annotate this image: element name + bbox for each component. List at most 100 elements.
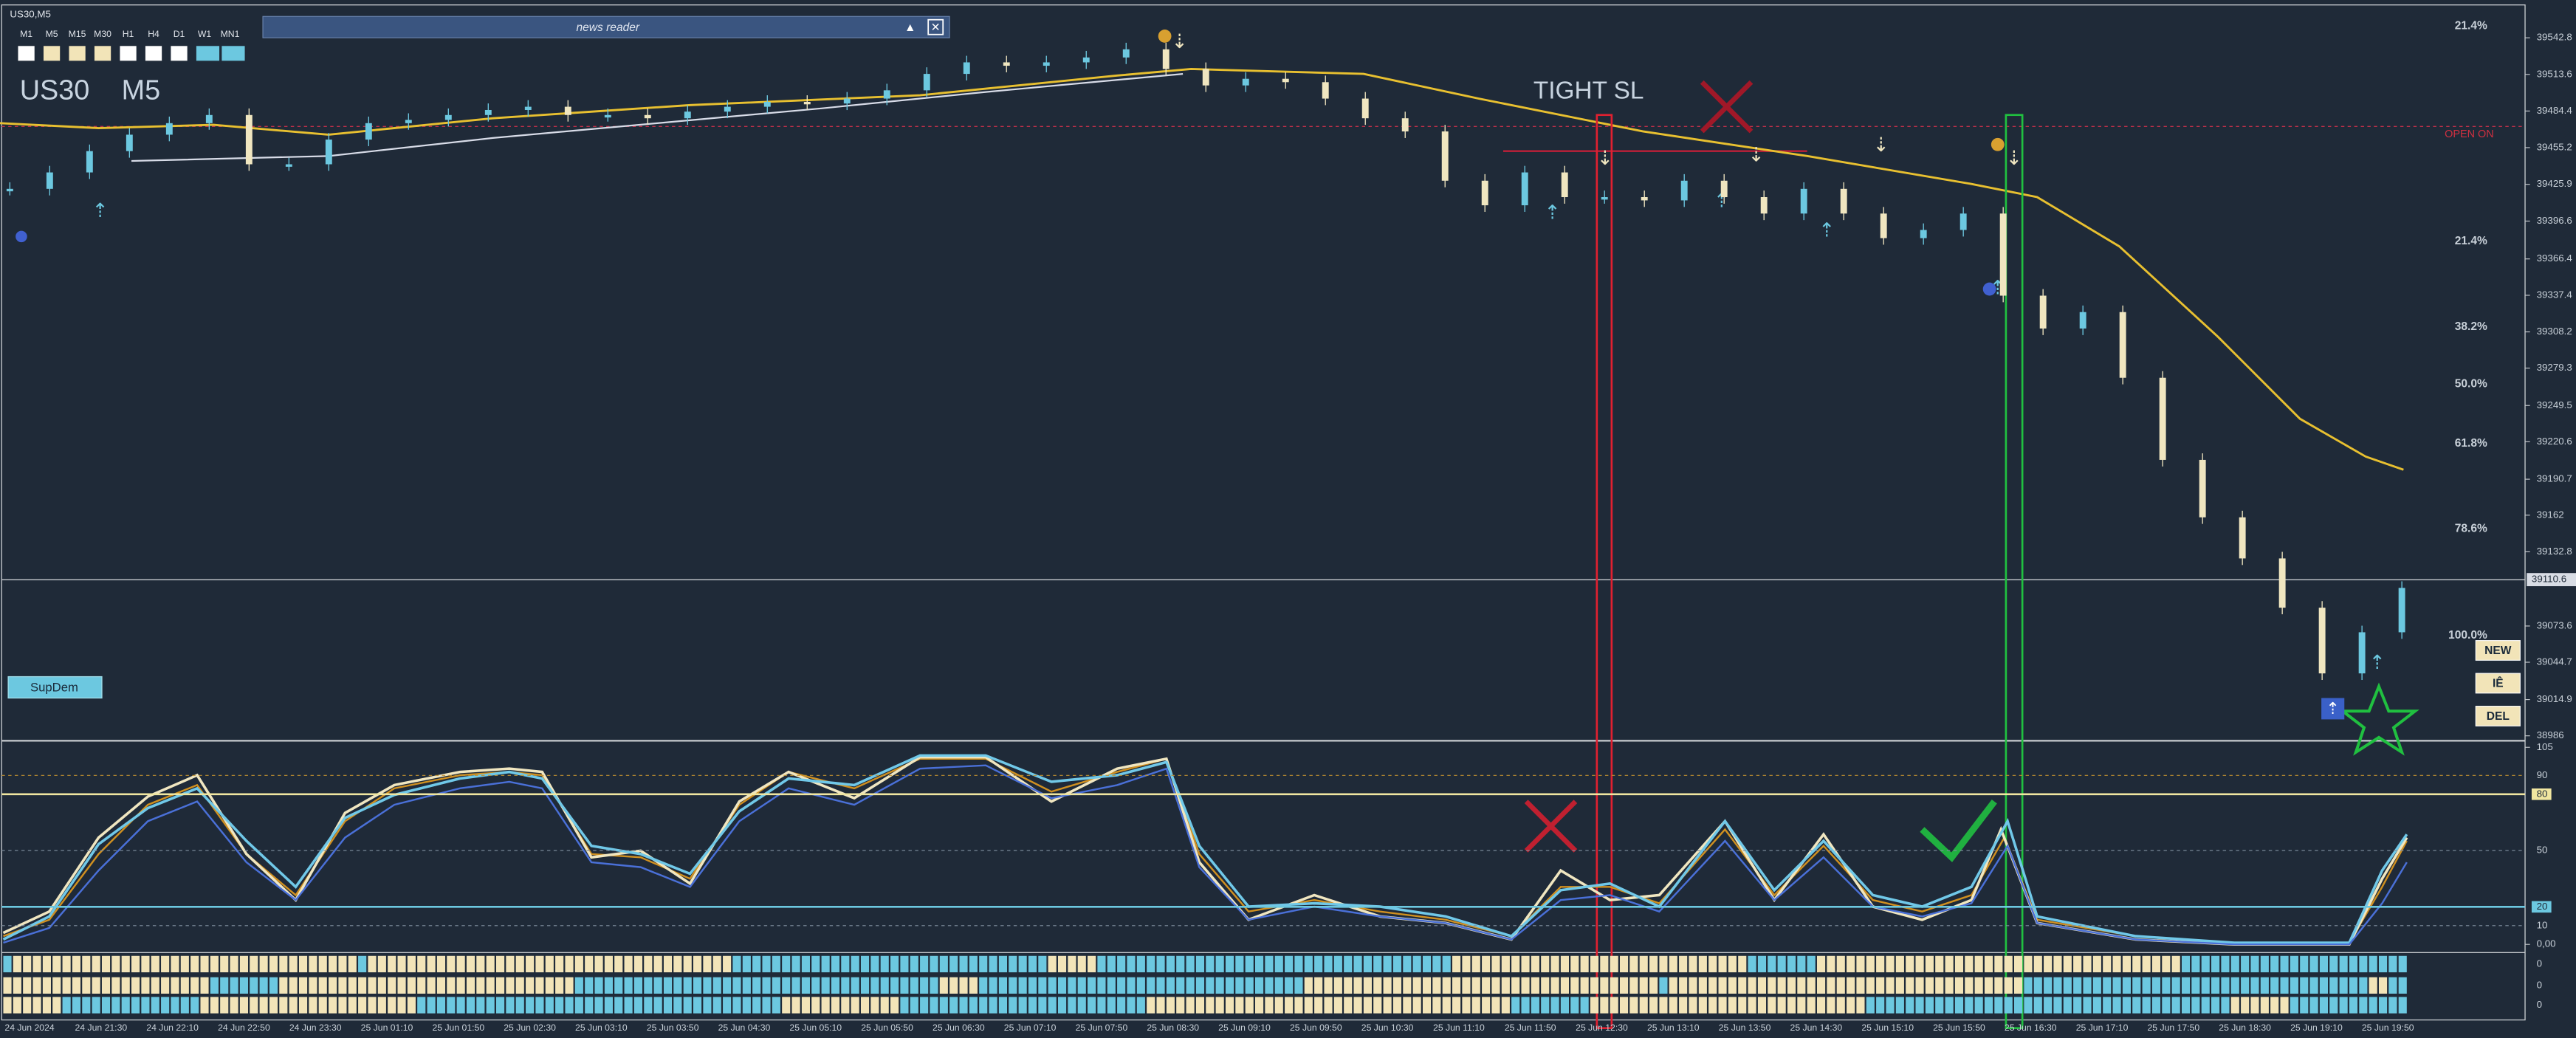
signal-cell xyxy=(1954,997,1964,1014)
timeframe-box[interactable] xyxy=(18,46,35,61)
timeframe-box[interactable] xyxy=(43,46,61,61)
timeframe-box[interactable] xyxy=(69,46,86,61)
action-button[interactable] xyxy=(2475,706,2521,726)
fib-label: 50.0% xyxy=(2455,378,2487,391)
price-label: 39366.4 xyxy=(2537,252,2573,264)
signal-cell xyxy=(1442,997,1451,1014)
signal-cell xyxy=(841,977,850,994)
time-label: 25 Jun 01:50 xyxy=(432,1022,484,1033)
signal-cell xyxy=(2300,977,2309,994)
action-button[interactable] xyxy=(2475,640,2521,661)
signal-cell xyxy=(436,955,446,973)
time-label: 25 Jun 10:30 xyxy=(1361,1022,1414,1033)
signal-cell xyxy=(1777,997,1786,1014)
signal-cell xyxy=(486,977,495,994)
signal-cell xyxy=(1452,955,1461,973)
signal-cell xyxy=(1206,997,1215,1014)
signal-cell xyxy=(1698,997,1707,1014)
signal-cell xyxy=(1777,955,1786,973)
signal-cell xyxy=(732,997,741,1014)
signal-cell xyxy=(1541,955,1550,973)
signal-cell xyxy=(2162,955,2171,973)
timeframe-box[interactable] xyxy=(120,46,137,61)
action-button[interactable] xyxy=(2475,673,2521,694)
signal-cell xyxy=(13,997,21,1014)
signal-cell xyxy=(565,997,574,1014)
signal-cell xyxy=(2359,997,2368,1014)
signal-cell xyxy=(1511,997,1520,1014)
signal-cell xyxy=(1768,997,1776,1014)
signal-cell xyxy=(851,955,859,973)
close-button[interactable] xyxy=(927,18,944,35)
signal-cell xyxy=(1876,977,1885,994)
signal-cell xyxy=(1412,997,1421,1014)
signal-cell xyxy=(1521,977,1530,994)
signal-cell xyxy=(338,955,347,973)
timeframe-box[interactable] xyxy=(145,46,162,61)
signal-cell xyxy=(72,977,81,994)
signal-cell xyxy=(1088,955,1096,973)
signal-cell xyxy=(762,977,771,994)
signal-cell xyxy=(1206,955,1215,973)
signal-cell xyxy=(1363,977,1372,994)
signal-cell xyxy=(348,997,357,1014)
signal-cell xyxy=(466,997,475,1014)
signal-cell xyxy=(318,977,327,994)
signal-cell xyxy=(1925,997,1934,1014)
signal-cell xyxy=(62,997,71,1014)
signal-cell xyxy=(377,977,386,994)
time-label: 24 Jun 22:10 xyxy=(146,1022,199,1033)
candle xyxy=(405,120,412,123)
signal-cell xyxy=(101,997,111,1014)
price-label: 39014.9 xyxy=(2537,693,2572,704)
signal-cell xyxy=(1147,977,1155,994)
signal-cell xyxy=(1028,977,1037,994)
timeframe-box[interactable] xyxy=(94,46,111,61)
signal-cell xyxy=(220,997,229,1014)
signal-cell xyxy=(32,997,41,1014)
signal-cell xyxy=(1816,977,1826,994)
signal-cell xyxy=(2388,955,2397,973)
signal-cell xyxy=(2024,955,2033,973)
collapse-button[interactable]: ▲ xyxy=(904,21,916,34)
news-reader-bar[interactable] xyxy=(262,16,950,38)
signal-cell xyxy=(1077,997,1086,1014)
signal-cell xyxy=(801,977,810,994)
level-label: 90 xyxy=(2537,769,2548,780)
level-label: 80 xyxy=(2537,788,2548,799)
signal-cell xyxy=(1383,977,1392,994)
candle xyxy=(1322,82,1329,99)
signal-cell xyxy=(1373,955,1382,973)
signal-cell xyxy=(1787,955,1796,973)
signal-cell xyxy=(151,997,159,1014)
timeframe-box[interactable] xyxy=(171,46,188,61)
signal-cell xyxy=(1816,955,1826,973)
signal-cell xyxy=(1541,997,1550,1014)
signal-cell xyxy=(1590,977,1599,994)
candle xyxy=(1162,49,1169,69)
signal-cell xyxy=(1649,977,1658,994)
signal-cell xyxy=(1757,977,1767,994)
signal-cell xyxy=(1265,997,1274,1014)
signal-cell xyxy=(703,955,712,973)
signal-cell xyxy=(1501,977,1510,994)
timeframe-box[interactable] xyxy=(196,46,220,61)
timeframe-box[interactable] xyxy=(221,46,245,61)
signal-cell xyxy=(495,977,505,994)
signal-cell xyxy=(1836,955,1845,973)
signal-cell xyxy=(121,997,130,1014)
signal-cell xyxy=(2260,997,2269,1014)
price-label: 39425.9 xyxy=(2537,178,2572,189)
signal-cell xyxy=(939,997,948,1014)
signal-cell xyxy=(1708,955,1717,973)
signal-cell xyxy=(1176,955,1185,973)
signal-cell xyxy=(269,955,278,973)
signal-cell xyxy=(959,955,968,973)
signal-cell xyxy=(604,955,613,973)
signal-cell xyxy=(2290,997,2298,1014)
signal-cell xyxy=(998,955,1008,973)
signal-cell xyxy=(959,997,968,1014)
supdem-button[interactable] xyxy=(7,676,103,699)
signal-cell xyxy=(1147,997,1155,1014)
svg-text:⇣: ⇣ xyxy=(1597,147,1613,169)
